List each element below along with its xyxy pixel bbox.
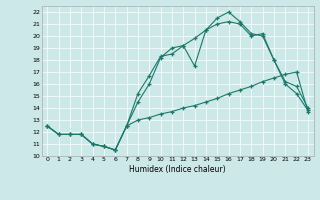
X-axis label: Humidex (Indice chaleur): Humidex (Indice chaleur) xyxy=(129,165,226,174)
